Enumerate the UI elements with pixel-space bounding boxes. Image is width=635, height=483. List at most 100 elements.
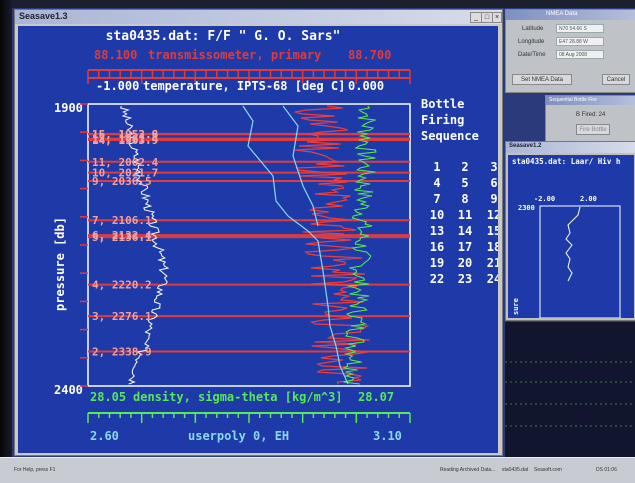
secondary-profile-plot[interactable]: sta0435.dat: Laar/ Hiv h -2.00 2.00 2300… <box>508 155 634 318</box>
bottle-label: 12, 1961.4 <box>92 133 159 146</box>
profile-trace <box>120 105 170 385</box>
latitude-field[interactable]: N70 54.66 S <box>556 24 604 33</box>
dark-plot-pane <box>505 322 635 457</box>
secondary-window-title: Seasave1.2 <box>509 143 542 149</box>
profile-trace <box>282 105 319 227</box>
sequence-number: 5 <box>461 176 468 190</box>
left-axis-ticks <box>80 103 88 387</box>
longitude-label: Longitude <box>518 39 545 45</box>
sequence-number: 13 <box>430 224 444 238</box>
status-item-file: sta0435.dat <box>502 467 529 473</box>
bottles-fired-label: B Fired: 24 <box>576 112 606 118</box>
profile-traces <box>120 105 377 385</box>
sequence-number: 4 <box>433 176 440 190</box>
datetime-label: Date/Time <box>518 52 546 58</box>
bottle-fire-dialog[interactable]: Sequential Bottle Fire B Fired: 24 Fire … <box>545 95 635 142</box>
bottle-label: 9, 2036.5 <box>92 175 152 188</box>
sequence-number: 21 <box>487 256 498 270</box>
status-item-seasoft: Seasoft.com <box>534 467 562 473</box>
bottle-label: 16, 1952.9 <box>92 128 158 141</box>
sequence-number: 19 <box>430 256 444 270</box>
sequence-number: 6 <box>490 176 497 190</box>
secondary-plot-frame <box>539 205 621 318</box>
secondary-seasave-window[interactable]: Seasave1.2 sta0435.dat: Laar/ Hiv h -2.0… <box>505 141 635 321</box>
bottom-axis-ruler <box>87 412 411 423</box>
status-bar: For Help, press F1 Reading Archived Data… <box>0 457 635 483</box>
close-icon[interactable]: × <box>492 12 502 23</box>
sequence-number: 2 <box>461 160 468 174</box>
top-axis-ruler <box>87 69 411 84</box>
sequence-number: 20 <box>458 256 472 270</box>
transmissometer-axis-min: 88.100 <box>94 48 137 62</box>
bottle-fire-lines <box>88 132 410 353</box>
sequence-number: 17 <box>458 240 472 254</box>
sequence-number: 7 <box>433 192 440 206</box>
sequence-number: 22 <box>430 272 444 286</box>
main-window-title: Seasave1.3 <box>19 11 68 21</box>
bottle-label: 2, 2338.9 <box>92 346 152 359</box>
status-item-reading: Reading Archived Data... <box>440 467 496 473</box>
secondary-side-label: sure <box>512 298 520 315</box>
sequence-title-line-1: Bottle <box>421 97 464 111</box>
secondary-window-titlebar[interactable]: Seasave1.2 <box>506 142 635 153</box>
sequence-number: 14 <box>458 224 472 238</box>
sequence-number: 18 <box>487 240 498 254</box>
fire-bottle-button[interactable]: Fire Bottle <box>576 124 610 135</box>
cancel-button[interactable]: Cancel <box>602 74 630 85</box>
sequence-number: 1 <box>433 160 440 174</box>
sequence-number: 8 <box>461 192 468 206</box>
density-axis-label: density, sigma-theta [kg/m^3] <box>133 390 343 404</box>
sequence-number: 15 <box>487 224 498 238</box>
sequence-number: 12 <box>487 208 498 222</box>
longitude-field[interactable]: E47 28.88 W <box>556 37 604 46</box>
monitor-bezel-left <box>0 0 12 482</box>
transmissometer-axis-max: 88.700 <box>348 48 391 62</box>
density-axis-min: 28.05 <box>90 390 126 404</box>
bottle-label: 6, 2132.4 <box>92 229 152 242</box>
secondary-axis-max: 2.00 <box>580 195 597 203</box>
bottle-firing-sequence: Bottle Firing Sequence 1 2 34 5 67 8 910 11 1213… <box>421 97 498 286</box>
bottle-fire-titlebar[interactable]: Sequential Bottle Fire <box>546 96 635 105</box>
bottle-fire-title: Sequential Bottle Fire <box>549 97 597 103</box>
pressure-axis-label: pressure [db] <box>53 217 67 311</box>
main-seasave-window[interactable]: Seasave1.3 _ □ × sta0435.dat: F/F " G. O… <box>14 9 503 456</box>
temperature-axis-max: 0.000 <box>348 79 384 93</box>
temperature-axis-label: temperature, IPTS-68 [deg C] <box>143 79 345 93</box>
nmea-dialog-title: NMEA Data <box>546 11 578 17</box>
sequence-number: 24 <box>487 272 498 286</box>
main-window-titlebar[interactable]: Seasave1.3 _ □ × <box>15 10 502 24</box>
plot-title: sta0435.dat: F/F " G. O. Sars" <box>106 29 341 44</box>
sequence-title-line-2: Firing <box>421 113 464 127</box>
bottle-label: 15, 1953.6 <box>92 128 159 141</box>
bottle-label: 4, 2220.2 <box>92 279 152 292</box>
density-axis-max: 28.07 <box>358 390 394 404</box>
userpoly-axis-max: 3.10 <box>373 429 402 443</box>
set-nmea-button[interactable]: Set NMEA Data <box>512 74 572 85</box>
secondary-depth-label: 2300 <box>518 204 535 212</box>
ctd-profile-plot[interactable]: sta0435.dat: F/F " G. O. Sars" 88.100 tr… <box>18 26 498 453</box>
sequence-number: 16 <box>430 240 444 254</box>
sequence-number: 23 <box>458 272 472 286</box>
bottle-label: 14, 1963.9 <box>92 134 158 147</box>
latitude-label: Latitude <box>522 26 544 32</box>
nmea-data-dialog[interactable]: NMEA Data Latitude N70 54.66 S Longitude… <box>505 9 635 93</box>
secondary-trace <box>565 206 581 282</box>
transmissometer-axis-label: transmissometer, primary <box>148 48 321 62</box>
help-hint: For Help, press F1 <box>14 467 56 473</box>
userpoly-axis-label: userpoly 0, EH <box>188 429 289 443</box>
bottle-label: 3, 2276.1 <box>92 310 152 323</box>
monitor-bezel-top <box>0 0 635 8</box>
temperature-axis-min: -1.000 <box>96 79 139 93</box>
sequence-number: 3 <box>490 160 497 174</box>
status-item-time: DS 01:06 <box>596 467 617 473</box>
pressure-axis-max: 2400 <box>54 383 83 397</box>
pressure-axis-min: 1900 <box>54 101 83 115</box>
sequence-number: 9 <box>490 192 497 206</box>
datetime-field[interactable]: 08 Aug 2008 <box>556 50 604 59</box>
sequence-title-line-3: Sequence <box>421 129 479 143</box>
secondary-axis-min: -2.00 <box>534 195 555 203</box>
profile-trace <box>342 105 377 385</box>
sequence-number: 10 <box>430 208 444 222</box>
nmea-dialog-titlebar[interactable]: NMEA Data <box>506 10 635 20</box>
profile-trace <box>242 105 349 385</box>
